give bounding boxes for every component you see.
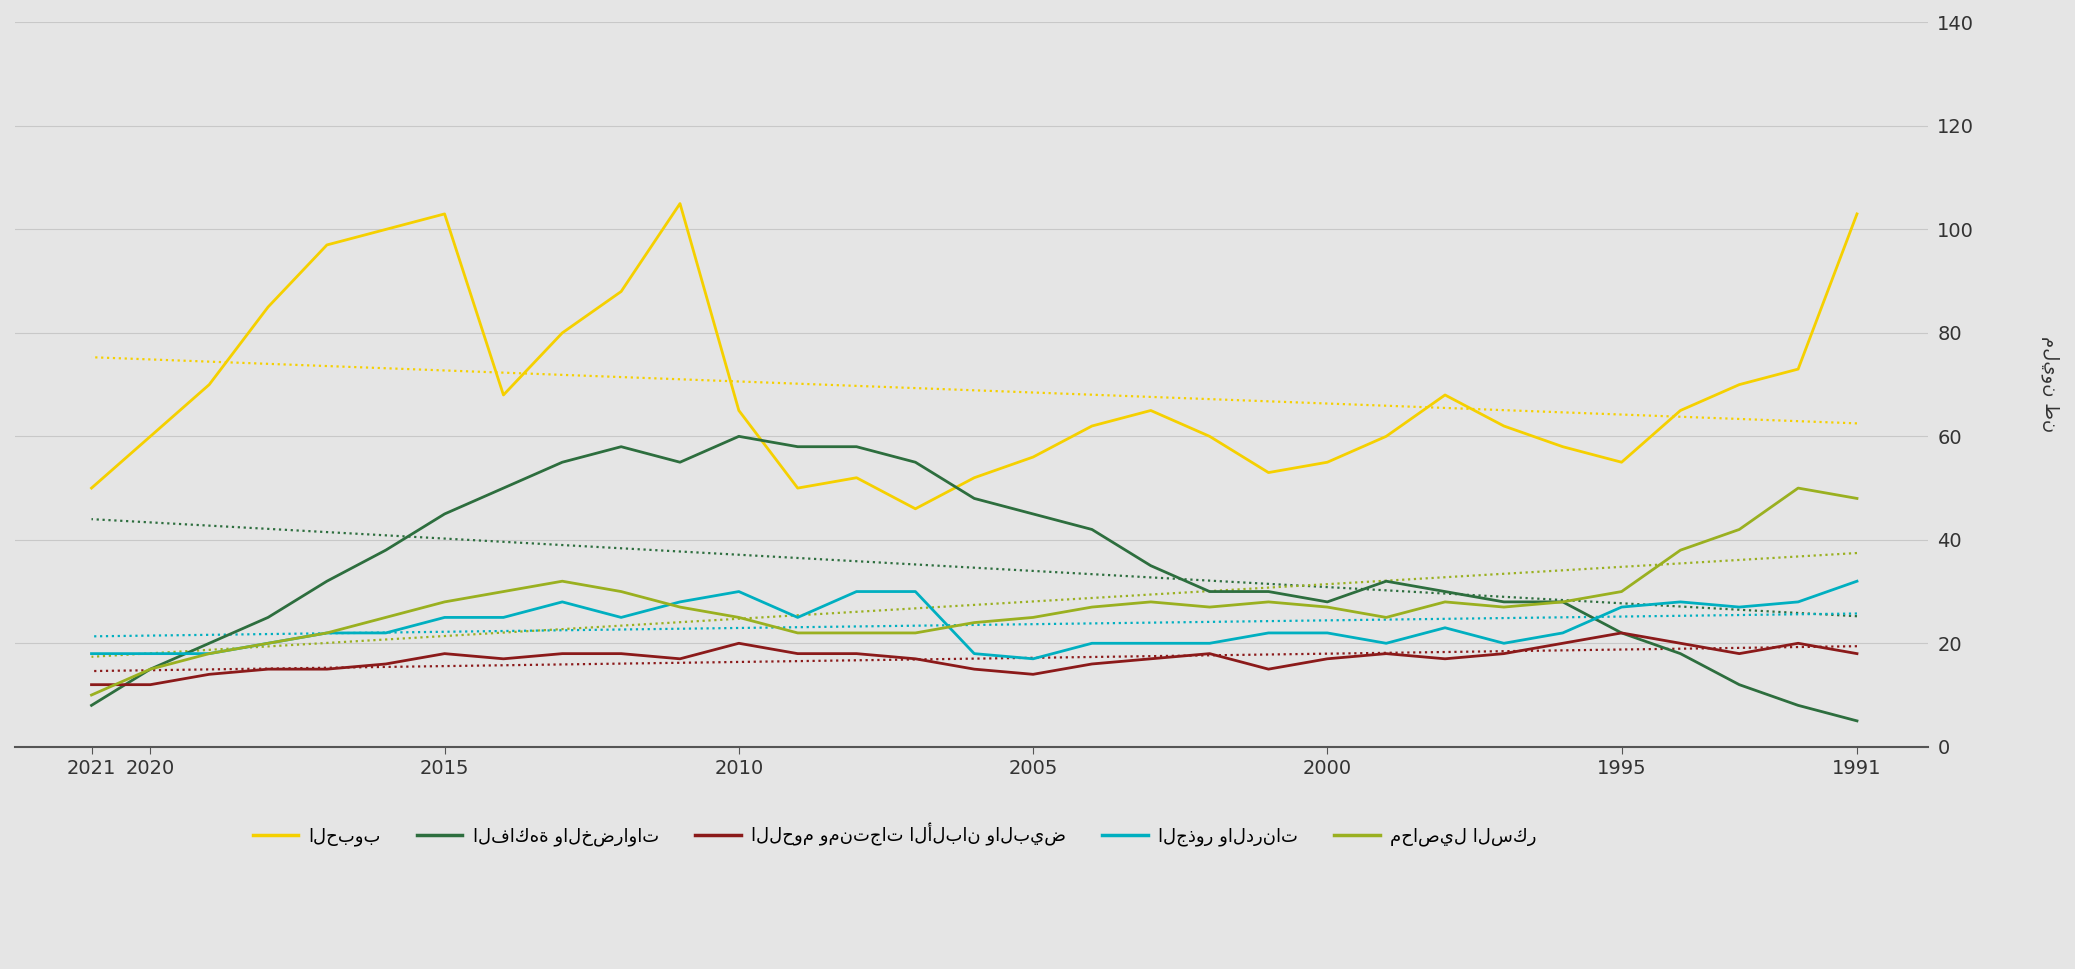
- Legend: الحبوب, الفاكهة والخضراوات, اللحوم ومنتجات الألبان والبيض, الجذور والدرنات, محاص: الحبوب, الفاكهة والخضراوات, اللحوم ومنتج…: [245, 816, 1544, 854]
- Y-axis label: مليون طن: مليون طن: [2042, 336, 2060, 433]
